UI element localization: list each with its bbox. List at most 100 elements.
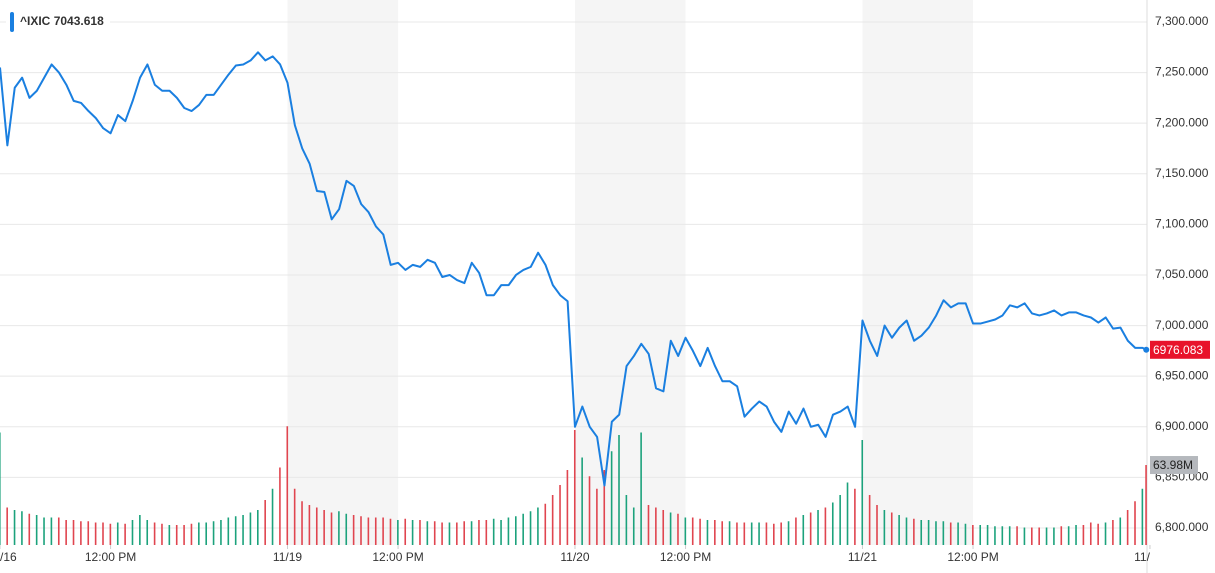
- volume-bar: [175, 525, 178, 545]
- legend-name: ^IXIC: [20, 14, 51, 28]
- volume-bar: [588, 476, 591, 545]
- volume-bar: [382, 517, 384, 545]
- volume-bar: [124, 523, 126, 545]
- volume-bar: [714, 520, 716, 545]
- volume-bar: [1053, 527, 1055, 545]
- volume-bar: [898, 515, 900, 545]
- volume-bar: [478, 520, 480, 545]
- session-bands: [287, 0, 974, 545]
- volume-bar: [227, 517, 230, 545]
- volume-bar: [1008, 526, 1011, 545]
- volume-bar: [109, 523, 112, 545]
- y-tick-label: 7,100.000: [1155, 217, 1209, 231]
- volume-bar: [544, 503, 547, 545]
- volume-bar: [942, 521, 945, 545]
- volume-bar: [1075, 525, 1077, 545]
- volume-bar: [979, 525, 982, 545]
- y-tick-label: 7,300.000: [1155, 14, 1209, 28]
- price-layer: [0, 51, 1150, 487]
- volume-bar: [507, 517, 510, 545]
- volume-bar: [301, 501, 303, 545]
- x-tick-label: 11/19: [273, 550, 302, 564]
- legend-text: ^IXIC 7043.618: [20, 14, 104, 28]
- volume-bar: [1145, 465, 1147, 545]
- volume-bar: [323, 510, 325, 545]
- x-tick-label: 12:00 PM: [372, 550, 423, 564]
- volume-bar: [0, 432, 1, 545]
- y-tick-label: 6,900.000: [1155, 419, 1209, 433]
- volume-bar: [839, 495, 841, 545]
- volume-bar: [1112, 520, 1114, 545]
- volume-bar: [448, 522, 451, 545]
- volume-bar: [1126, 510, 1129, 545]
- volume-bar: [647, 505, 650, 545]
- volume-bar: [139, 515, 141, 545]
- session-band: [287, 0, 399, 545]
- volume-bar: [706, 520, 709, 545]
- volume-bar: [603, 470, 606, 545]
- volume-bar: [21, 511, 23, 545]
- volume-bar: [817, 510, 819, 545]
- volume-bar: [367, 517, 370, 545]
- axis-labels: 6,800.0006,850.0006,900.0006,950.0007,00…: [0, 14, 1210, 564]
- volume-bar: [220, 520, 222, 545]
- volume-bar: [890, 512, 893, 545]
- volume-bar: [854, 488, 856, 545]
- volume-bar: [426, 521, 429, 545]
- volume-bar: [669, 512, 672, 545]
- x-tick-label: 11/21: [848, 550, 877, 564]
- volume-bar: [234, 516, 237, 545]
- y-tick-label: 6,800.000: [1155, 520, 1209, 534]
- volume-bar: [1089, 522, 1092, 545]
- volume-bar: [6, 507, 8, 545]
- volume-bar: [492, 518, 495, 545]
- volume-bar: [198, 522, 200, 545]
- volume-bar: [802, 515, 805, 545]
- x-tick-label: 12:00 PM: [660, 550, 711, 564]
- volume-bar: [750, 522, 753, 545]
- legend-swatch: [10, 12, 14, 32]
- volume-bar: [655, 507, 657, 545]
- volume-bar: [212, 521, 215, 545]
- volume-bar: [581, 457, 583, 545]
- volume-bar: [949, 522, 952, 545]
- volume-bar: [1016, 526, 1018, 545]
- volume-bar: [153, 522, 156, 545]
- volume-bar: [441, 522, 443, 545]
- volume-bar: [736, 522, 738, 545]
- volume-bar: [463, 521, 466, 545]
- legend: ^IXIC 7043.618: [6, 8, 110, 36]
- volume-bar: [315, 507, 318, 545]
- volume-bar: [913, 518, 915, 545]
- volume-bar: [1141, 488, 1144, 545]
- volume-bar: [397, 520, 399, 545]
- volume-bar: [1067, 526, 1070, 545]
- volume-bar: [1119, 517, 1122, 545]
- volume-bar: [765, 522, 768, 545]
- volume-bar: [43, 517, 45, 545]
- volume-bar: [743, 522, 746, 545]
- volume-bar: [470, 521, 473, 545]
- x-tick-label: /16: [0, 550, 17, 564]
- volume-bar: [183, 525, 185, 545]
- x-tick-label: 12:00 PM: [947, 550, 998, 564]
- price-line: [0, 51, 1147, 487]
- volume-bar: [72, 520, 75, 545]
- x-tick-label: 12:00 PM: [85, 550, 136, 564]
- volume-bar: [994, 526, 996, 545]
- volume-bar: [1104, 522, 1107, 545]
- volume-bar: [146, 520, 149, 545]
- volume-bar: [13, 510, 16, 545]
- volume-bar: [249, 512, 252, 545]
- volume-bar: [618, 435, 620, 545]
- volume-label: 63.98M: [1153, 458, 1193, 472]
- volume-bar: [721, 521, 724, 545]
- volume-bar: [485, 520, 488, 545]
- volume-bar: [1045, 527, 1048, 545]
- volume-bar: [1023, 527, 1026, 545]
- volume-bar: [389, 518, 392, 545]
- volume-bar: [780, 522, 782, 545]
- volume-bar: [360, 516, 362, 545]
- volume-bar: [640, 432, 642, 545]
- volume-bar: [161, 523, 163, 545]
